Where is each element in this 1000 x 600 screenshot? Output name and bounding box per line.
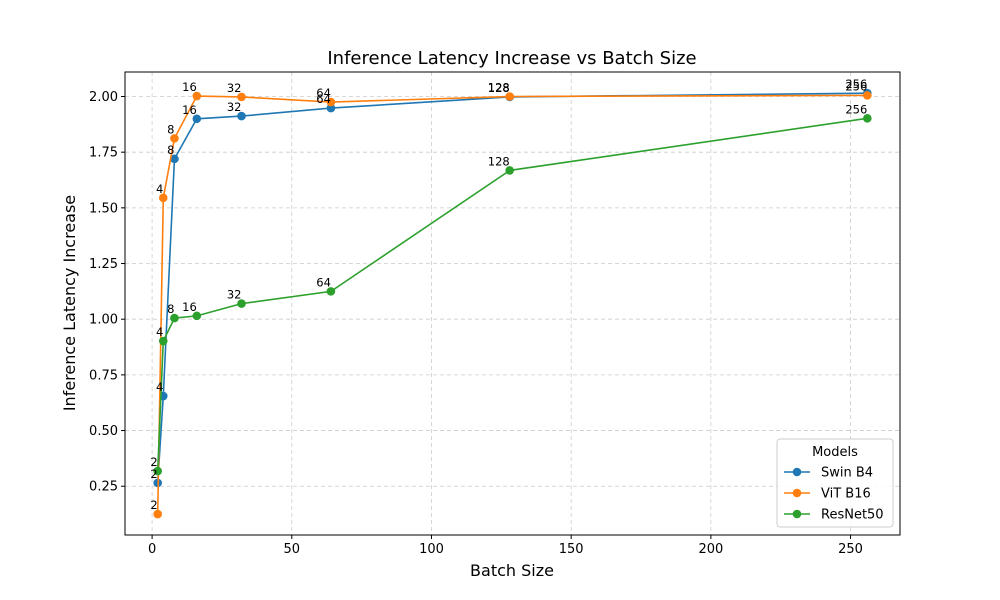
point-label-vit-b16: 16 <box>182 80 197 94</box>
legend-label-swin-b4: Swin B4 <box>821 466 873 481</box>
x-tick-label: 150 <box>559 542 584 557</box>
point-label-resnet50: 256 <box>845 102 867 116</box>
legend-label-resnet50: ResNet50 <box>821 508 884 523</box>
point-label-swin-b4: 64 <box>316 92 331 106</box>
x-axis: 0 50 100 150 200 250 <box>148 535 863 557</box>
y-tick-label: 1.50 <box>89 201 118 216</box>
data-point-vit-b16 <box>863 91 872 100</box>
point-label-swin-b4: 4 <box>156 380 163 394</box>
series-line-swin-b4 <box>156 92 868 483</box>
data-point-vit-b16 <box>192 91 202 101</box>
point-label-resnet50: 2 <box>150 455 157 469</box>
data-point-swin-b4 <box>170 154 179 164</box>
x-tick-label: 100 <box>419 542 444 557</box>
point-label-resnet50: 64 <box>316 275 331 289</box>
y-tick-label: 2.00 <box>89 90 118 105</box>
data-point-resnet50 <box>170 313 179 323</box>
data-point-vit-b16 <box>158 193 168 203</box>
x-tick-label: 0 <box>148 542 156 557</box>
x-tick-label: 200 <box>698 542 723 557</box>
point-label-resnet50: 4 <box>156 325 163 339</box>
legend-title: Models <box>812 445 858 460</box>
point-label-vit-b16: 64 <box>316 86 331 100</box>
y-tick-label: 0.75 <box>89 368 118 383</box>
legend-box <box>776 438 894 528</box>
legend-marker-vit-b16 <box>792 488 802 498</box>
point-label-swin-b4: 16 <box>182 103 197 117</box>
data-point-vit-b16 <box>170 134 179 143</box>
series-line-vit-b16 <box>156 94 868 515</box>
data-point-swin-b4 <box>326 103 336 113</box>
point-label-swin-b4: 8 <box>167 143 174 157</box>
x-axis-label: Batch Size <box>470 561 554 580</box>
legend-label-vit-b16: ViT B16 <box>821 487 871 502</box>
data-point-vit-b16 <box>505 92 515 101</box>
data-point-resnet50 <box>158 336 168 346</box>
legend-marker-swin-b4 <box>792 467 802 477</box>
point-label-vit-b16: 8 <box>167 122 174 136</box>
legend: Models Swin B4 ViT B16 ResNet50 <box>776 438 894 528</box>
point-label-swin-b4: 2 <box>150 467 157 481</box>
point-label-swin-b4: 128 <box>488 81 510 95</box>
point-label-vit-b16: 2 <box>150 498 157 512</box>
data-point-resnet50 <box>326 287 336 296</box>
data-point-vit-b16 <box>326 97 336 107</box>
y-tick-label: 1.25 <box>89 257 118 272</box>
y-tick-label: 0.25 <box>89 480 118 495</box>
point-label-vit-b16: 4 <box>156 182 163 196</box>
point-label-vit-b16: 32 <box>227 81 242 95</box>
data-point-swin-b4 <box>237 111 246 121</box>
point-label-swin-b4: 32 <box>227 100 242 114</box>
point-label-resnet50: 128 <box>488 154 510 168</box>
x-tick-label: 50 <box>284 542 301 557</box>
series-layer <box>153 88 872 519</box>
y-tick-label: 1.75 <box>89 146 118 161</box>
data-point-resnet50 <box>153 466 162 476</box>
legend-marker-resnet50 <box>792 509 802 519</box>
point-label-resnet50: 32 <box>227 288 242 302</box>
point-label-vit-b16: 256 <box>845 79 867 93</box>
data-point-resnet50 <box>505 166 515 175</box>
data-point-resnet50 <box>192 311 202 321</box>
point-label-vit-b16: 128 <box>488 80 510 94</box>
plot-frame <box>124 71 901 536</box>
chart-title: Inference Latency Increase vs Batch Size <box>327 48 696 69</box>
point-label-resnet50: 16 <box>182 300 197 314</box>
data-point-resnet50 <box>237 299 246 308</box>
y-tick-label: 0.50 <box>89 424 118 439</box>
legend-entries: Swin B4 ViT B16 ResNet50 <box>784 466 884 523</box>
data-point-resnet50 <box>863 114 872 123</box>
point-label-swin-b4: 256 <box>845 77 867 91</box>
data-point-vit-b16 <box>237 92 246 102</box>
y-axis: 0.25 0.50 0.75 1.00 1.25 1.50 1.75 2.00 <box>89 90 125 495</box>
y-tick-label: 1.00 <box>89 313 118 328</box>
data-point-vit-b16 <box>153 509 162 519</box>
x-tick-label: 250 <box>838 542 863 557</box>
point-label-resnet50: 8 <box>167 302 174 316</box>
data-point-swin-b4 <box>192 114 202 124</box>
y-axis-label: Inference Latency Increase <box>60 195 79 411</box>
